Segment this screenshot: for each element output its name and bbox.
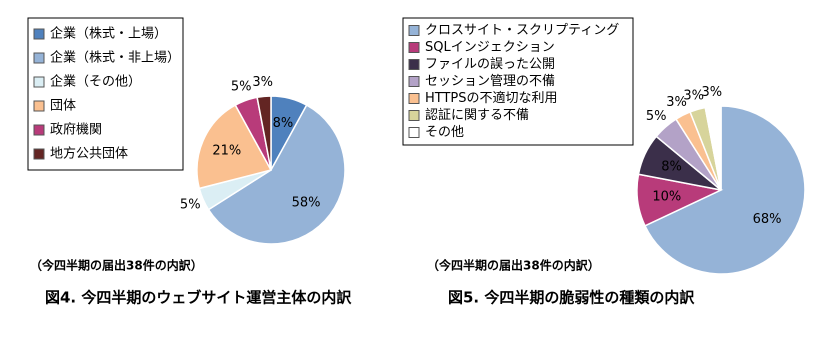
pie-slice (207, 104, 346, 245)
legend-swatch (33, 76, 45, 88)
legend-swatch (408, 25, 420, 36)
slice-label: 5% (646, 109, 667, 124)
legend-swatch (33, 148, 45, 160)
legend-label: SQLインジェクション (425, 40, 555, 55)
legend-swatch (408, 59, 420, 70)
slice-label: 3% (252, 75, 273, 90)
slice-label: 10% (652, 189, 681, 204)
chart-subtitle: （今四半期の届出38件の内訳） (427, 258, 600, 273)
slice-label: 58% (292, 195, 321, 210)
slice-label: 21% (212, 143, 241, 158)
slice-label: 8% (661, 159, 682, 174)
legend-swatch (408, 110, 420, 121)
legend-label: ファイルの誤った公開 (425, 56, 555, 72)
legend-label: 地方公共団体 (50, 146, 128, 162)
legend-label: クロスサイト・スクリプティング (425, 23, 619, 38)
slice-label: 3% (666, 95, 687, 110)
legend-swatch (33, 124, 45, 136)
chart-title: 図4. 今四半期のウェブサイト運営主体の内訳 (45, 289, 352, 307)
legend-label: その他 (425, 125, 464, 140)
legend-swatch (33, 100, 45, 112)
slice-label: 68% (753, 212, 782, 227)
legend-label: 企業（その他） (50, 74, 141, 90)
legend-label: 企業（株式・上場） (50, 26, 167, 42)
pie-slice (643, 105, 806, 275)
legend-swatch (408, 42, 420, 53)
chart-title: 図5. 今四半期の脆弱性の種類の内訳 (448, 289, 695, 307)
legend-swatch (408, 76, 420, 87)
chart-subtitle: （今四半期の届出38件の内訳） (30, 258, 203, 273)
pie-slice (704, 105, 722, 191)
legend-label: HTTPSの不適切な利用 (425, 90, 558, 106)
slice-label: 8% (273, 116, 294, 131)
legend-swatch (33, 52, 45, 64)
legend-label: 企業（株式・非上場） (50, 50, 180, 66)
legend-box (27, 17, 184, 171)
pie-slice (196, 104, 273, 190)
slice-label: 3% (683, 88, 704, 103)
legend-label: 認証に関する不備 (425, 107, 529, 123)
legend-swatch (408, 127, 420, 138)
legend-swatch (408, 93, 420, 104)
legend-label: 政府機関 (50, 123, 102, 138)
slice-label: 5% (180, 197, 201, 212)
slice-label: 3% (701, 85, 722, 100)
legend-label: 団体 (50, 99, 76, 114)
legend-swatch (33, 28, 45, 40)
pie-slice (256, 95, 272, 171)
legend-label: セッション管理の不備 (425, 73, 555, 89)
slice-label: 5% (231, 80, 252, 95)
legend-box (402, 17, 634, 146)
